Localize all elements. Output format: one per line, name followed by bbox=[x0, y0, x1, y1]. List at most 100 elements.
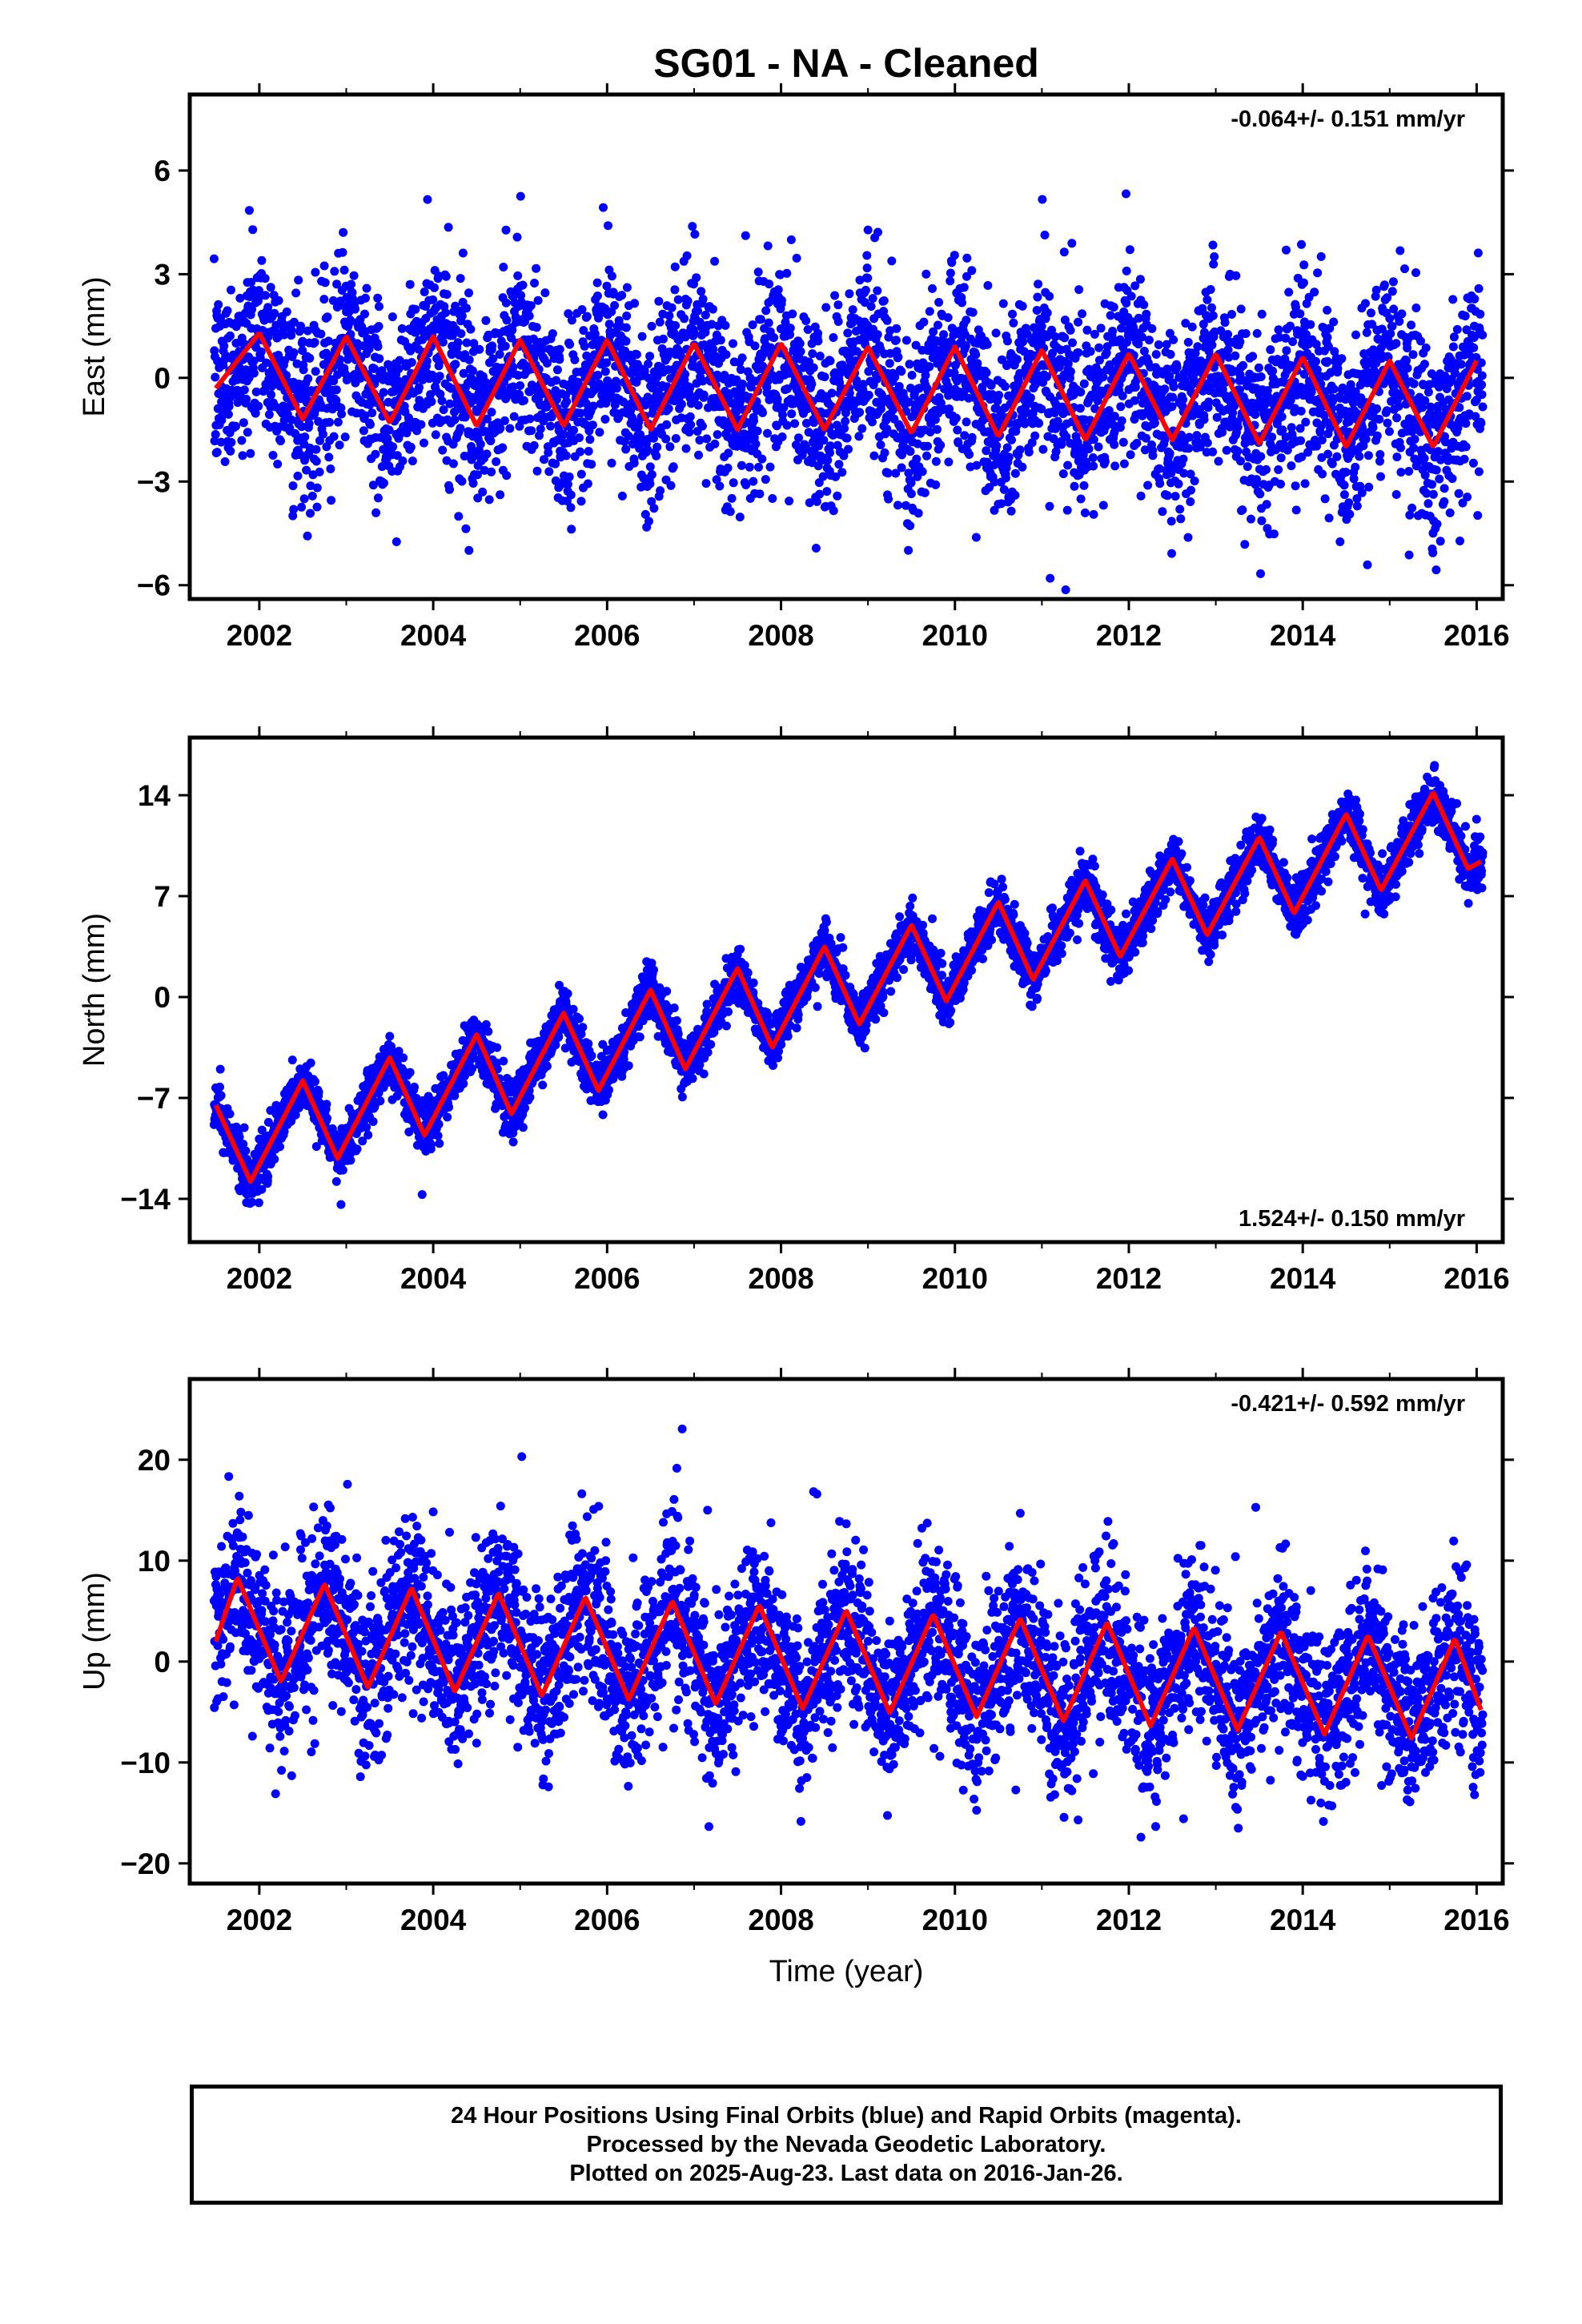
position-point bbox=[566, 503, 576, 513]
position-point bbox=[273, 460, 283, 468]
position-point bbox=[785, 324, 795, 333]
position-point bbox=[786, 235, 796, 244]
position-point bbox=[484, 495, 494, 505]
position-point bbox=[305, 353, 315, 363]
position-point bbox=[1144, 336, 1154, 345]
position-point bbox=[1404, 467, 1414, 476]
position-point bbox=[1402, 356, 1411, 365]
position-point bbox=[933, 424, 942, 434]
position-point bbox=[1176, 514, 1186, 524]
position-point bbox=[1110, 461, 1120, 471]
position-point bbox=[764, 318, 773, 328]
position-point bbox=[366, 420, 375, 429]
position-point bbox=[840, 424, 849, 433]
position-point bbox=[1169, 335, 1178, 344]
position-point bbox=[303, 326, 312, 336]
position-point bbox=[1179, 468, 1189, 478]
position-point bbox=[648, 404, 658, 412]
position-point bbox=[1400, 264, 1409, 274]
position-point bbox=[640, 367, 649, 376]
position-point bbox=[374, 322, 383, 331]
position-point bbox=[1015, 368, 1025, 378]
position-point bbox=[1324, 513, 1334, 523]
position-point bbox=[1006, 506, 1016, 516]
position-point bbox=[1066, 367, 1075, 376]
position-point bbox=[508, 325, 517, 335]
position-point bbox=[237, 436, 247, 445]
position-point bbox=[1357, 488, 1367, 497]
position-point bbox=[248, 225, 258, 235]
position-point bbox=[423, 195, 432, 204]
position-point bbox=[690, 230, 700, 239]
position-point bbox=[1177, 430, 1186, 440]
panel-east: 2002 2004 2006 2008 2010 2012 2014 2016630−3−6E… bbox=[78, 83, 1514, 652]
position-point bbox=[530, 279, 539, 287]
position-point bbox=[1106, 311, 1115, 320]
position-point bbox=[1203, 295, 1212, 304]
position-point bbox=[612, 384, 621, 393]
position-point bbox=[576, 408, 585, 418]
position-point bbox=[1236, 456, 1245, 466]
position-point bbox=[500, 416, 509, 425]
position-point bbox=[1439, 497, 1449, 506]
position-point bbox=[1383, 418, 1392, 428]
position-point bbox=[644, 360, 652, 368]
east-rate-annotation: -0.064+/- 0.151 mm/yr bbox=[1231, 107, 1465, 132]
position-point bbox=[1416, 336, 1425, 346]
position-point bbox=[1247, 514, 1255, 524]
position-point bbox=[1187, 322, 1197, 332]
position-point bbox=[1122, 189, 1130, 199]
position-point bbox=[1411, 304, 1421, 312]
position-point bbox=[629, 458, 639, 468]
east-y-tick-label: 6 bbox=[154, 155, 171, 187]
position-point bbox=[912, 454, 921, 464]
position-point bbox=[710, 439, 720, 448]
position-point bbox=[1058, 469, 1068, 479]
position-point bbox=[1116, 402, 1126, 412]
position-point bbox=[398, 456, 408, 465]
position-point bbox=[1209, 259, 1219, 269]
position-point bbox=[580, 341, 589, 351]
position-point bbox=[1410, 435, 1419, 444]
position-point bbox=[655, 317, 665, 327]
position-point bbox=[1089, 509, 1098, 519]
position-point bbox=[368, 480, 378, 490]
position-point bbox=[1063, 359, 1073, 368]
position-point bbox=[1170, 492, 1180, 501]
position-point bbox=[1282, 245, 1291, 255]
position-point bbox=[749, 416, 758, 425]
position-point bbox=[755, 489, 765, 499]
east-x-tick-label: 2006 bbox=[574, 619, 640, 652]
position-point bbox=[1135, 275, 1145, 284]
position-point bbox=[239, 1140, 248, 1149]
position-point bbox=[925, 307, 934, 316]
position-point bbox=[529, 440, 539, 450]
position-point bbox=[671, 434, 681, 443]
position-point bbox=[1068, 338, 1077, 348]
position-point bbox=[1428, 489, 1438, 499]
position-point bbox=[209, 254, 219, 263]
position-point bbox=[1235, 337, 1245, 347]
position-point bbox=[643, 445, 652, 454]
position-point bbox=[306, 1058, 315, 1068]
position-point bbox=[962, 253, 972, 263]
position-point bbox=[1063, 460, 1073, 470]
position-point bbox=[1363, 451, 1373, 460]
position-point bbox=[303, 374, 313, 384]
position-point bbox=[768, 494, 777, 503]
position-point bbox=[1435, 537, 1445, 546]
position-point bbox=[1050, 332, 1060, 341]
position-point bbox=[773, 394, 782, 404]
position-point bbox=[1384, 427, 1394, 436]
position-point bbox=[1352, 501, 1362, 511]
position-point bbox=[682, 251, 692, 260]
position-point bbox=[254, 1198, 263, 1208]
position-point bbox=[1067, 239, 1077, 248]
position-point bbox=[860, 298, 869, 308]
position-point bbox=[1311, 340, 1321, 349]
position-point bbox=[451, 360, 460, 369]
position-point bbox=[1323, 332, 1332, 342]
position-point bbox=[607, 271, 616, 281]
position-point bbox=[397, 324, 407, 333]
position-point bbox=[1477, 380, 1487, 389]
